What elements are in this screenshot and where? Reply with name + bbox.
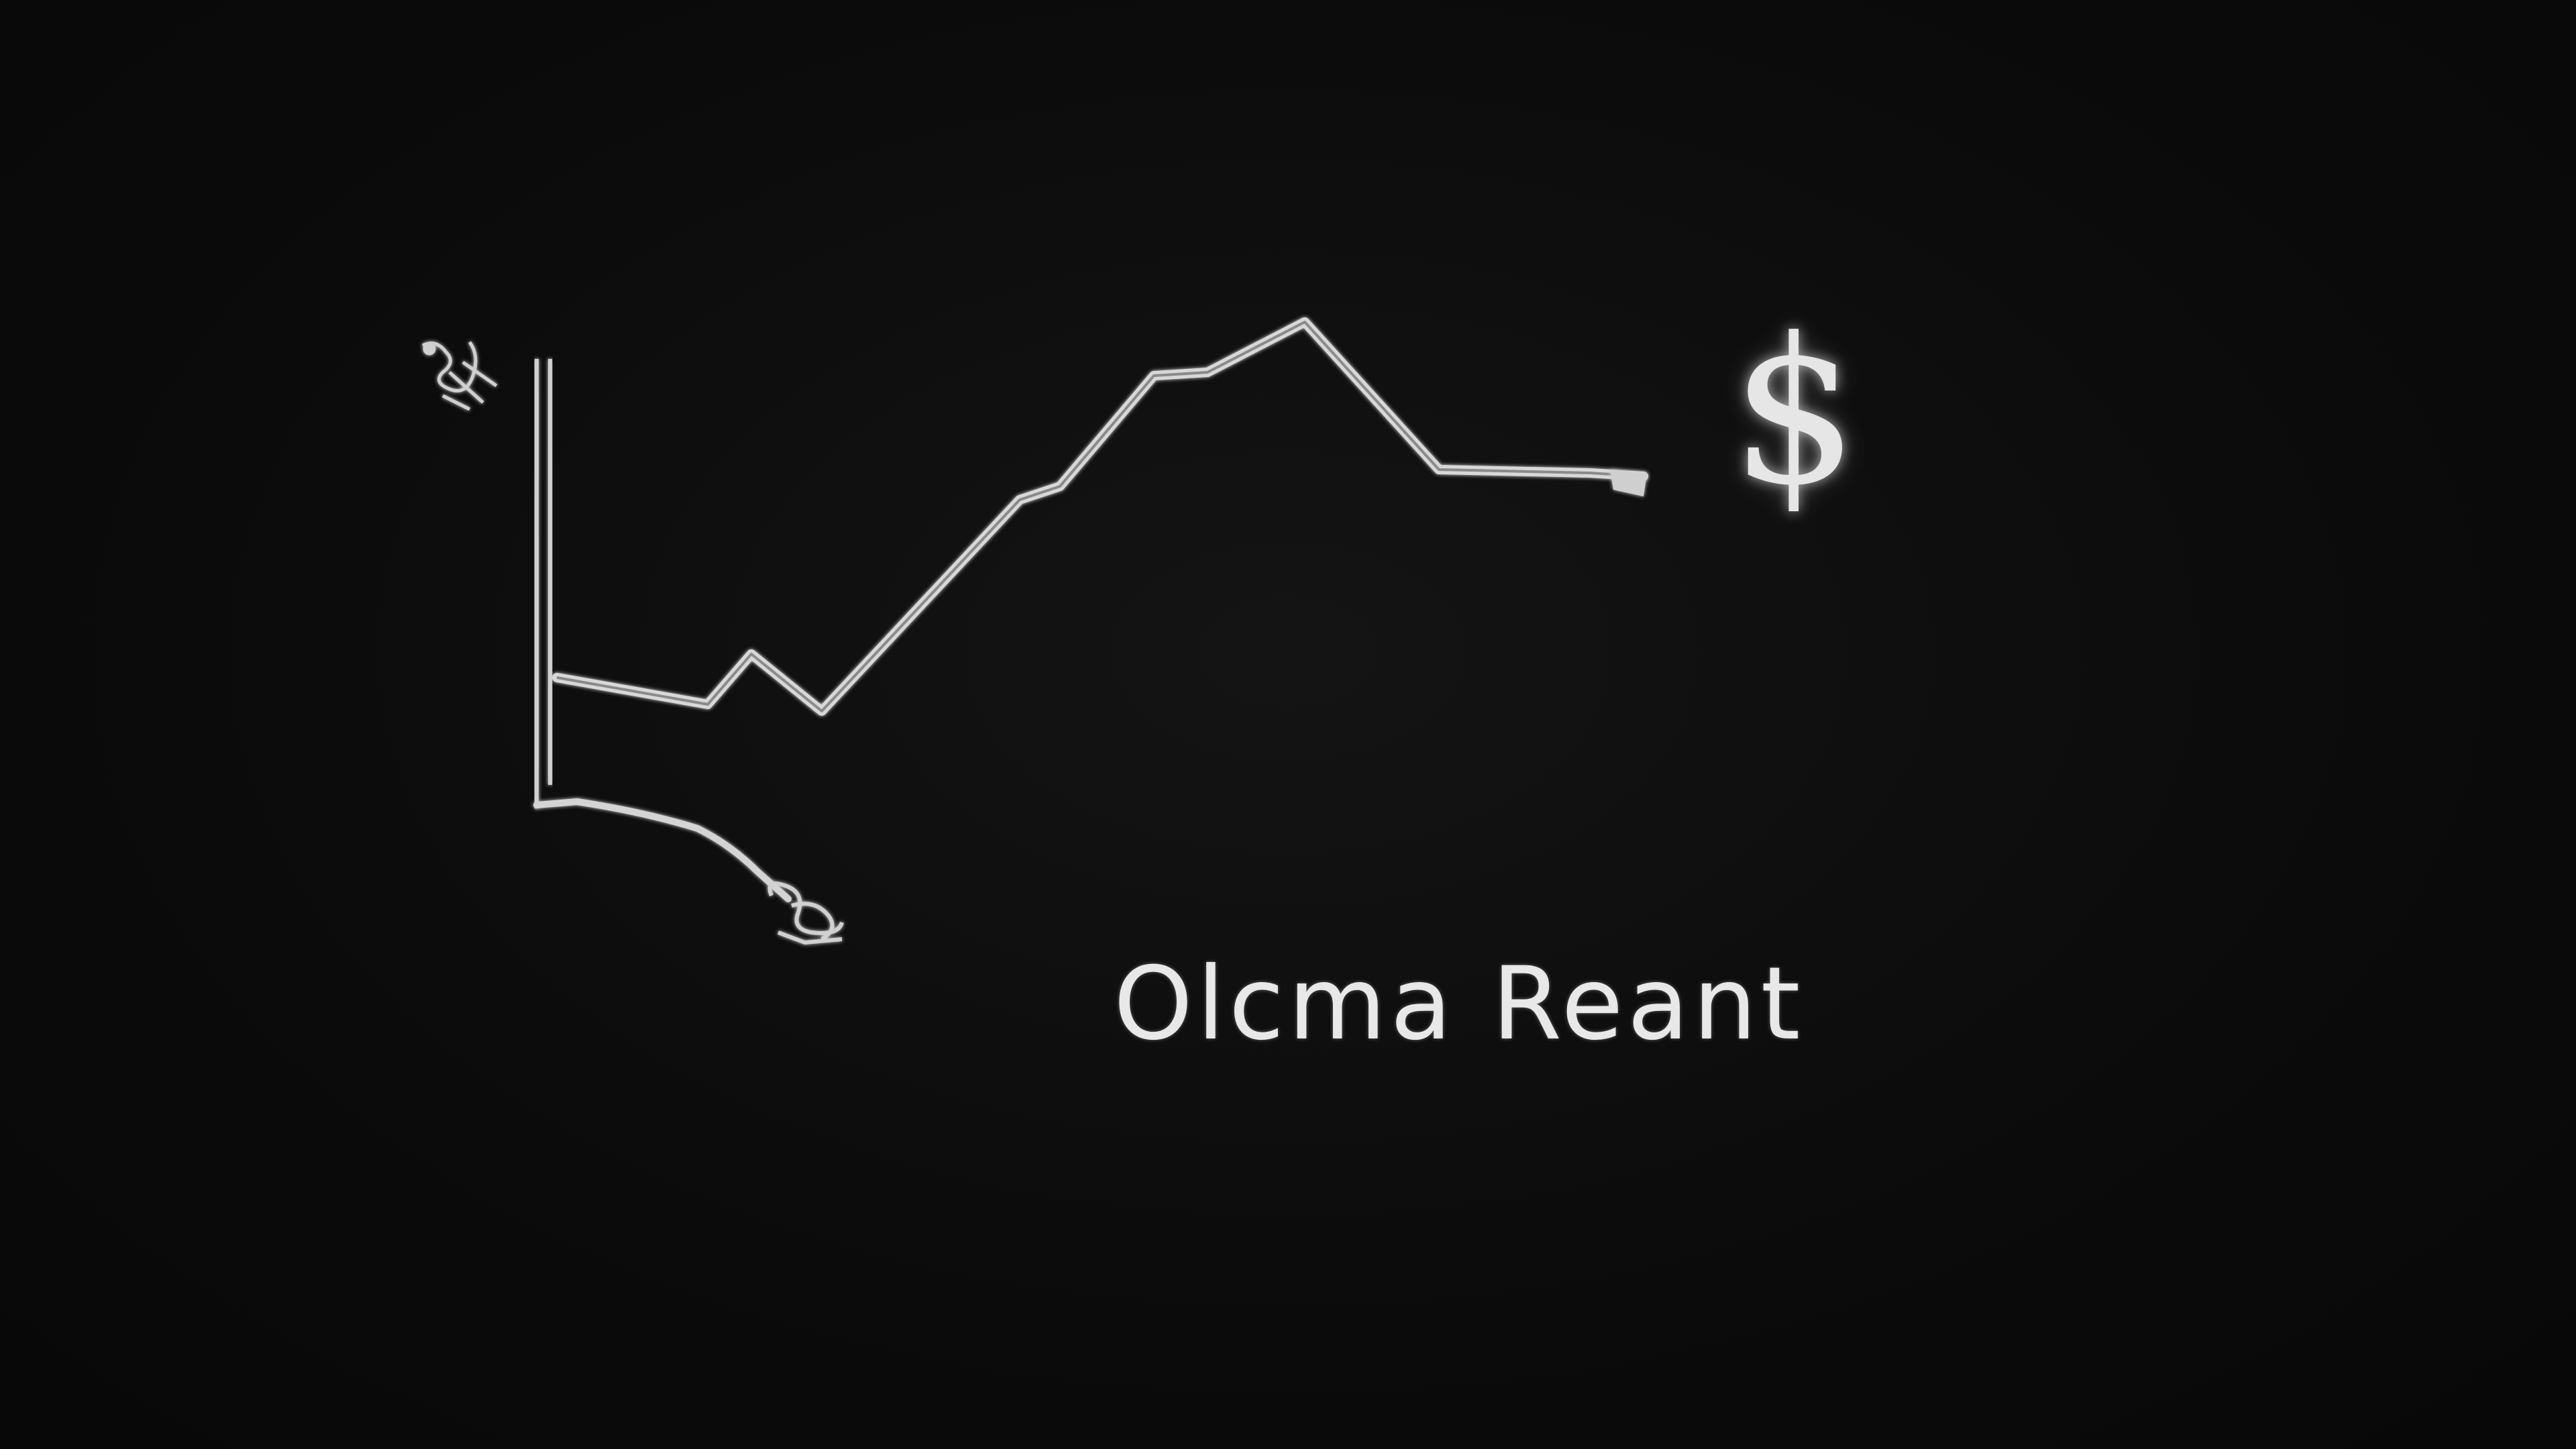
trend-line bbox=[552, 317, 1648, 716]
scribble-top-icon bbox=[421, 341, 498, 411]
trend-line-end-cap bbox=[1610, 470, 1647, 496]
lower-curve bbox=[533, 798, 792, 902]
vertical-axis bbox=[535, 359, 552, 808]
caption-text: Olcma Reant bbox=[1114, 946, 1805, 1063]
scribble-bottom-icon bbox=[767, 881, 844, 945]
dollar-sign-icon: $ bbox=[1731, 295, 1859, 529]
